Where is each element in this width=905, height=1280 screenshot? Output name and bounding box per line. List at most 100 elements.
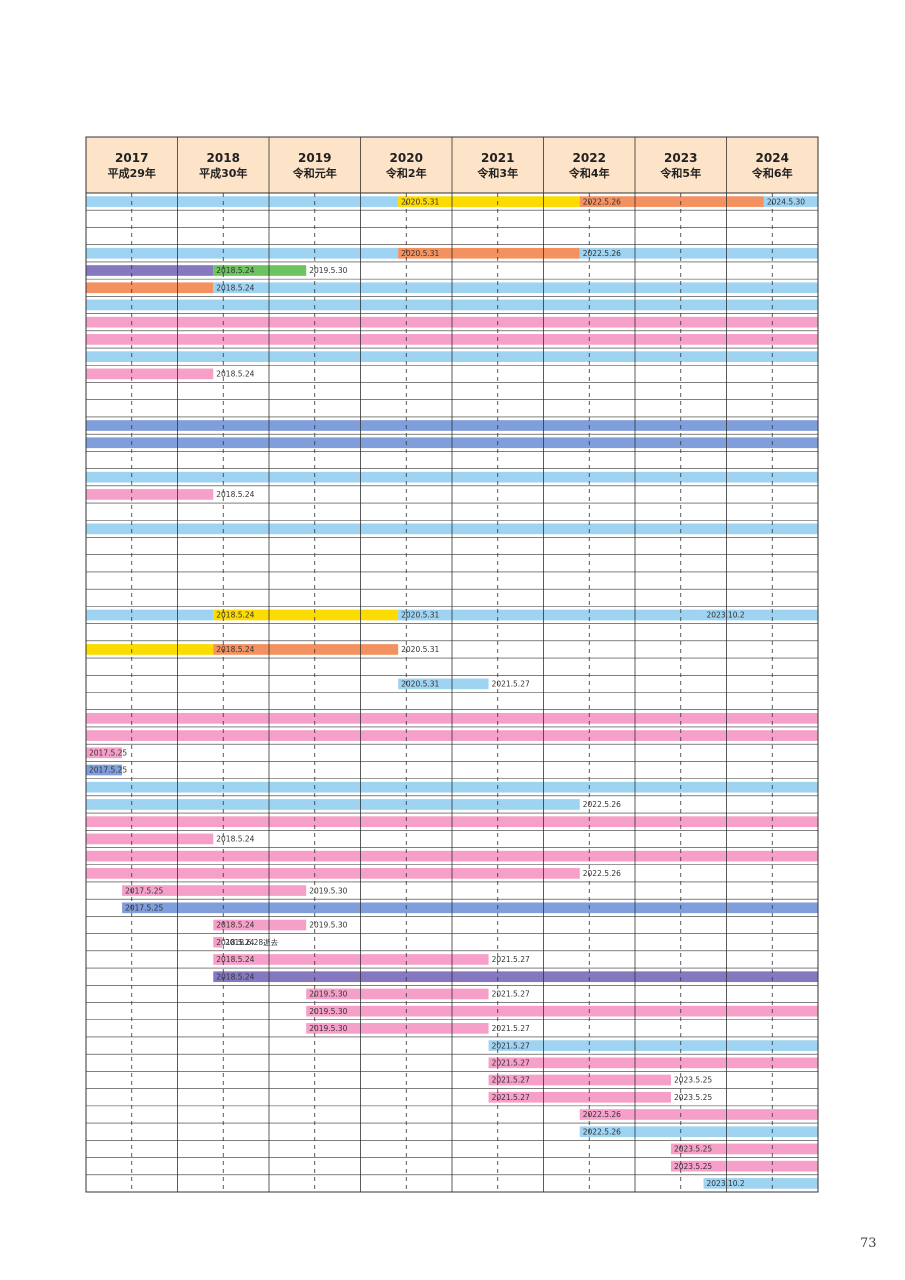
era-label-2018: 平成30年: [199, 166, 247, 180]
term-bar: [86, 747, 123, 759]
term-bar: [213, 265, 307, 276]
term-bar: [86, 609, 214, 621]
date-label: 2023.5.25: [674, 1076, 712, 1085]
date-label: 2020.5.31: [401, 249, 439, 258]
term-bar: [86, 833, 214, 845]
term-bar: [213, 936, 223, 948]
date-label: 2018.5.24: [216, 938, 254, 947]
term-bar: [86, 799, 580, 810]
term-bar: [763, 196, 818, 207]
date-label: 2018.5.24: [216, 370, 254, 379]
term-bar: [122, 885, 307, 896]
term-bar: [488, 1074, 671, 1086]
date-label: 2019.5.30: [309, 266, 347, 275]
date-label: 2020.5.31: [401, 611, 439, 620]
date-label: 2017.5.25: [125, 886, 163, 895]
term-bar: [579, 196, 764, 207]
date-label: 2019.5.30: [309, 1024, 347, 1033]
term-bar: [398, 196, 580, 207]
term-bar: [86, 764, 123, 776]
date-label: 2017.5.25: [89, 748, 127, 757]
term-bar: [670, 1143, 818, 1155]
date-label: 2018.5.24: [216, 972, 254, 981]
term-bar: [86, 282, 214, 294]
term-bar: [213, 919, 307, 931]
term-bar: [306, 1023, 489, 1034]
term-bar: [398, 678, 489, 690]
era-label-2024: 令和6年: [751, 166, 793, 180]
year-label-2022: 2022: [573, 151, 606, 165]
date-label: 2018.6.28逝去: [225, 937, 279, 947]
date-label: 2022.5.26: [583, 1127, 621, 1136]
term-bar: [398, 247, 580, 259]
date-label: 2023.10.2: [707, 1179, 745, 1188]
date-label: 2019.5.30: [309, 886, 347, 895]
date-label: 2023.10.2: [707, 611, 745, 620]
term-bar: [86, 196, 399, 207]
date-label: 2018.5.24: [216, 266, 254, 275]
year-label-2023: 2023: [664, 151, 697, 165]
date-label: 2021.5.27: [492, 1076, 530, 1085]
term-bar: [488, 1040, 818, 1051]
date-label: 2019.5.30: [309, 1007, 347, 1016]
year-label-2019: 2019: [298, 151, 331, 165]
date-label: 2018.5.24: [216, 645, 254, 654]
date-label: 2021.5.27: [492, 1059, 530, 1068]
term-bar: [306, 1005, 818, 1017]
date-label: 2018.5.24: [216, 921, 254, 930]
term-bar: [703, 609, 818, 621]
year-label-2021: 2021: [481, 151, 514, 165]
year-label-2020: 2020: [390, 151, 423, 165]
date-label: 2018.5.24: [216, 835, 254, 844]
date-label: 2023.5.25: [674, 1162, 712, 1171]
term-bar: [213, 609, 399, 621]
date-label: 2019.5.30: [309, 990, 347, 999]
term-bar: [213, 954, 489, 965]
term-bar: [213, 282, 819, 294]
date-label: 2022.5.26: [583, 249, 621, 258]
term-bar: [488, 1091, 671, 1103]
date-label: 2021.5.27: [492, 990, 530, 999]
era-label-2017: 平成29年: [108, 166, 156, 180]
term-bar: [670, 1160, 818, 1172]
date-label: 2018.5.24: [216, 955, 254, 964]
date-label: 2017.5.25: [89, 766, 127, 775]
term-bar: [579, 1126, 818, 1138]
year-label-2024: 2024: [756, 151, 789, 165]
date-label: 2023.5.25: [674, 1093, 712, 1102]
year-label-2017: 2017: [115, 151, 148, 165]
era-label-2019: 令和元年: [292, 166, 337, 180]
date-label: 2022.5.26: [583, 197, 621, 206]
term-bar: [579, 247, 818, 259]
date-label: 2020.5.31: [401, 680, 439, 689]
term-bar: [398, 609, 704, 621]
date-label: 2022.5.26: [583, 869, 621, 878]
term-bar: [488, 1057, 818, 1069]
year-label-2018: 2018: [207, 151, 240, 165]
table-grid: [85, 136, 819, 1193]
date-label: 2018.5.24: [216, 283, 254, 292]
date-label: 2017.5.25: [125, 904, 163, 913]
date-label: 2018.5.24: [216, 490, 254, 499]
term-bar: [213, 971, 819, 983]
page-number: 73: [860, 1236, 877, 1251]
term-bar: [122, 902, 819, 914]
term-bar: [213, 644, 399, 655]
date-label: 2024.5.30: [767, 197, 805, 206]
date-label: 2021.5.27: [492, 680, 530, 689]
date-label: 2022.5.26: [583, 1110, 621, 1119]
term-bar: [86, 644, 214, 655]
term-bar: [86, 868, 580, 879]
term-bar: [703, 1178, 818, 1189]
term-bar: [86, 368, 214, 380]
date-label: 2020.5.31: [401, 645, 439, 654]
term-bar: [86, 489, 214, 500]
date-label: 2018.5.24: [216, 611, 254, 620]
era-label-2023: 令和5年: [659, 166, 701, 180]
date-label: 2022.5.26: [583, 800, 621, 809]
date-label: 2020.5.31: [401, 197, 439, 206]
term-bar: [306, 988, 489, 1000]
era-label-2020: 令和2年: [385, 166, 427, 180]
date-label: 2023.5.25: [674, 1145, 712, 1154]
